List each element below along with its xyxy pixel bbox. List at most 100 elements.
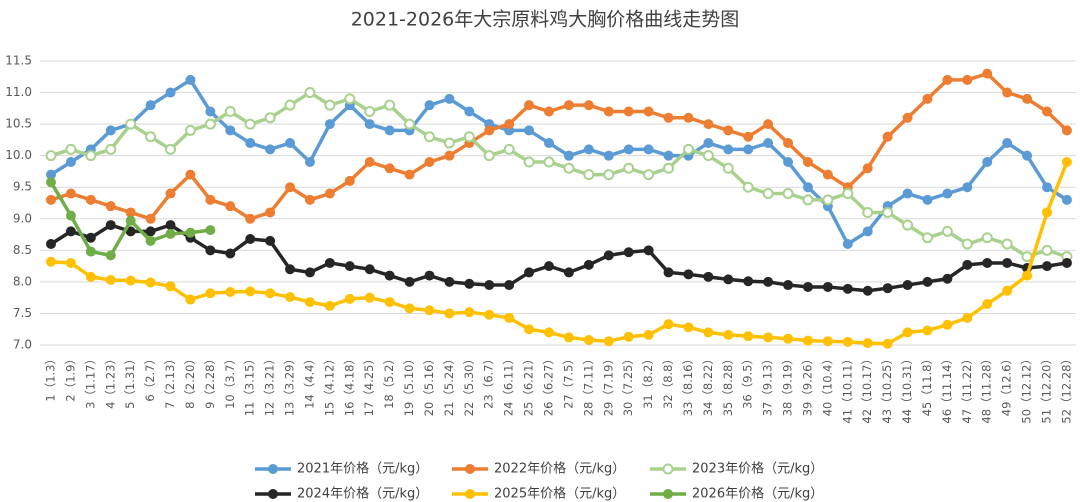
data-point (722, 162, 734, 174)
data-point (205, 245, 216, 256)
data-point (862, 226, 873, 237)
data-point (45, 150, 57, 162)
data-point (225, 125, 236, 136)
data-point (723, 329, 734, 340)
data-point (344, 261, 355, 272)
data-point (85, 194, 96, 205)
data-point (225, 248, 236, 259)
data-point (204, 118, 216, 130)
x-tick-label: 45（11.8） (920, 353, 934, 416)
data-point (663, 267, 674, 278)
data-point (65, 156, 76, 167)
data-point (1061, 257, 1072, 268)
data-point (265, 288, 276, 299)
x-tick-label: 20（5.16） (422, 353, 436, 416)
data-point (105, 201, 116, 212)
data-point (484, 125, 495, 136)
data-point (962, 259, 973, 270)
data-point (783, 138, 794, 149)
data-point (942, 273, 953, 284)
data-point (384, 163, 395, 174)
legend-item: 2023年价格（元/kg） (650, 461, 823, 477)
x-tick-label: 17（4.25） (362, 353, 376, 416)
data-point (802, 182, 813, 193)
data-point (265, 235, 276, 246)
data-point (324, 99, 336, 111)
data-point (85, 246, 96, 257)
x-tick-label: 32（8.8） (661, 353, 675, 409)
data-point (1001, 238, 1013, 250)
data-point (962, 74, 973, 85)
legend-item: 2026年价格（元/kg） (650, 486, 823, 502)
data-point (225, 201, 236, 212)
data-point (504, 280, 515, 291)
x-tick-label: 12（3.21） (263, 353, 277, 416)
data-point (623, 247, 634, 258)
chart-title: 2021-2026年大宗原料鸡大胸价格曲线走势图 (351, 9, 740, 31)
x-tick-label: 52（12.28） (1059, 353, 1073, 424)
data-point (65, 226, 76, 237)
data-point (961, 238, 973, 250)
data-point (822, 194, 834, 206)
data-point (504, 312, 515, 323)
data-point (583, 334, 594, 345)
data-point (304, 297, 315, 308)
data-point (862, 285, 873, 296)
data-point (125, 118, 137, 130)
data-point (922, 93, 933, 104)
x-tick-label: 48（11.28） (980, 353, 994, 424)
data-point (46, 194, 56, 205)
x-tick-label: 4（1.23） (103, 353, 117, 409)
y-tick-label: 7.0 (13, 338, 32, 352)
data-point (145, 235, 156, 246)
legend-item: 2022年价格（元/kg） (452, 461, 625, 477)
data-point (643, 169, 655, 181)
data-point (245, 138, 256, 149)
data-point (145, 213, 156, 224)
data-point (603, 336, 614, 347)
data-point (205, 106, 216, 117)
x-tick-label: 38（9.19） (781, 353, 795, 416)
data-point (942, 188, 953, 199)
data-point (524, 125, 535, 136)
data-point (1002, 285, 1013, 296)
data-point (285, 264, 296, 275)
data-point (125, 275, 136, 286)
x-tick-label: 50（12.12） (1020, 353, 1034, 424)
data-point (703, 138, 714, 149)
data-point (802, 156, 813, 167)
data-point (384, 125, 395, 136)
data-point (344, 93, 356, 105)
data-point (404, 169, 415, 180)
data-point (424, 270, 435, 281)
data-point (105, 143, 117, 155)
data-point (483, 150, 495, 162)
data-point (882, 338, 893, 349)
data-point (981, 232, 993, 244)
data-point (165, 143, 177, 155)
series-line (50, 71, 1069, 221)
data-point (285, 138, 296, 149)
data-point (165, 281, 176, 292)
data-point (982, 156, 993, 167)
x-tick-label: 42（10.17） (860, 353, 874, 424)
data-point (663, 162, 675, 174)
data-point (324, 257, 335, 268)
data-point (763, 138, 774, 149)
data-point (404, 118, 416, 130)
data-point (46, 239, 56, 250)
data-point (902, 327, 913, 338)
x-tick-label: 28（7.11） (581, 353, 595, 416)
x-tick-label: 23（6.7） (482, 353, 496, 409)
x-tick-label: 2（1.9） (63, 353, 77, 402)
x-tick-label: 40（10.4） (820, 353, 834, 416)
x-tick-label: 7（2.13） (163, 353, 177, 409)
data-point (443, 137, 455, 149)
data-point (603, 250, 614, 261)
data-point (723, 274, 734, 285)
data-point (763, 332, 774, 343)
data-point (65, 257, 76, 268)
data-point (1002, 87, 1013, 98)
data-point (942, 74, 953, 85)
x-tick-label: 27（7.5） (561, 353, 575, 409)
